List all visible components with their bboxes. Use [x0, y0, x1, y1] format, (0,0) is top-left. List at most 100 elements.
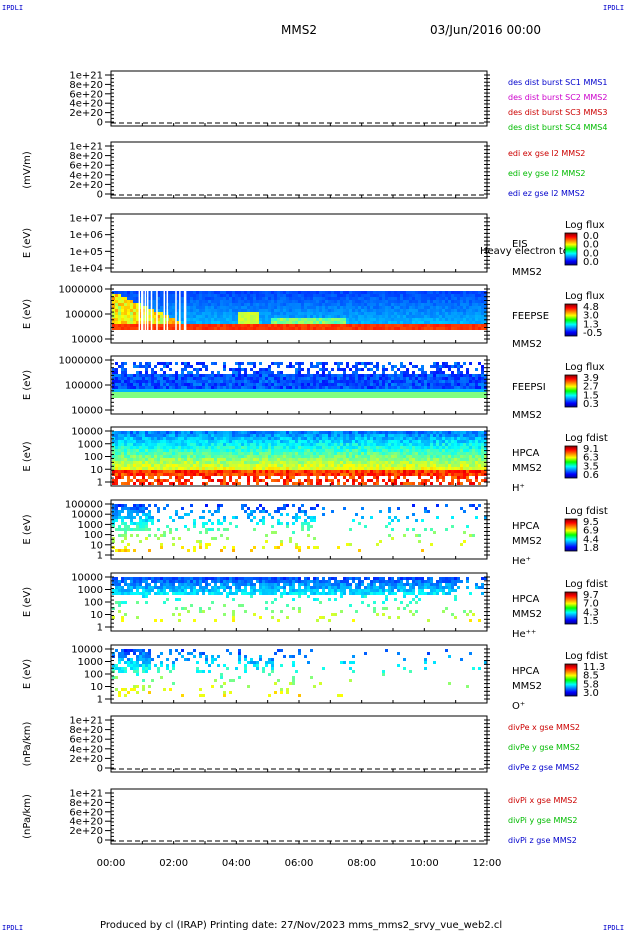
colorbar-tick-label: 1.3 [583, 319, 599, 330]
panel-frame [110, 70, 488, 127]
y-axis-label: E (eV) [22, 659, 33, 689]
panel-label: HPCA [512, 521, 540, 532]
y-axis-label: E (eV) [22, 514, 33, 544]
panel-label: HPCA [512, 448, 540, 459]
colorbar-tick-label: 1.8 [583, 543, 599, 554]
legend-entry: des dist burst SC4 MMS4 [508, 123, 607, 132]
y-tick-label: 10000 [71, 573, 103, 584]
x-tick-label: 06:00 [285, 858, 314, 869]
colorbar-tick-label: 6.3 [583, 453, 599, 464]
spectrogram-8 [112, 577, 487, 622]
panel-frame [110, 715, 488, 773]
colorbar-tick-label: 5.8 [583, 679, 599, 690]
spectrogram-6 [112, 431, 487, 485]
y-axis-label: E (eV) [22, 370, 33, 400]
y-tick-label: 6e+20 [69, 807, 103, 818]
panel-label: MMS2 [512, 463, 542, 474]
y-tick-label: 10 [90, 540, 103, 551]
colorbar-tick-label: 9.7 [583, 590, 599, 601]
y-tick-label: 1 [97, 695, 103, 706]
x-tick-label: 12:00 [473, 858, 502, 869]
y-tick-label: 2e+20 [69, 754, 103, 765]
y-tick-label: 0 [97, 118, 103, 129]
date-title: 03/Jun/2016 00:00 [430, 23, 542, 37]
y-axis-label: E (eV) [22, 441, 33, 471]
panel-labels: HPCA MMS2 O⁺ [512, 666, 542, 712]
panel-label: MMS2 [512, 267, 542, 278]
colorbar-tick-label: 3.0 [583, 311, 599, 322]
colorbar-scale [564, 663, 578, 697]
colorbar-scale [564, 518, 578, 552]
colorbar-tick-label: 8.5 [583, 671, 599, 682]
panel-label: MMS2 [512, 339, 542, 350]
y-tick-label: 100 [84, 598, 103, 609]
legend-entry: des dist burst SC1 MMS1 [508, 78, 607, 87]
y-tick-label: 4e+20 [69, 817, 103, 828]
y-tick-label: 1e+21 [69, 716, 103, 727]
y-axis-label: (nPa/km) [22, 722, 33, 767]
colorbar-scale [564, 374, 578, 408]
spectrogram-5 [112, 362, 487, 398]
colorbar-tick-label: 0.3 [583, 399, 599, 410]
y-tick-label: 8e+20 [69, 80, 103, 91]
y-tick-label: 0 [97, 836, 103, 847]
legend-entry: edi ex gse l2 MMS2 [508, 149, 585, 158]
y-tick-label: 10000 [71, 406, 103, 417]
y-tick-label: 10 [90, 682, 103, 693]
colorbar-tick-label: 3.5 [583, 461, 599, 472]
x-tick-label: 08:00 [347, 858, 376, 869]
panel-label: MMS2 [512, 681, 542, 692]
panel-4: 1000000 100000 10000 E (eV) FEEPSE MMS2 Log fl… [22, 284, 605, 350]
panel-label: MMS2 [512, 609, 542, 620]
mission-title: MMS2 [281, 23, 317, 37]
corner-mark-bottom-left: IPDLI [2, 924, 24, 932]
y-tick-label: 1e+04 [69, 264, 103, 275]
panel-labels: FEEPSE MMS2 [512, 311, 549, 350]
colorbar-tick-label: 11.3 [583, 662, 605, 673]
y-tick-label: 1000000 [58, 356, 103, 367]
x-tick-label: 02:00 [159, 858, 188, 869]
y-tick-label: 10000 [71, 645, 103, 656]
x-tick-label: 04:00 [222, 858, 251, 869]
panel-label: He⁺ [512, 556, 531, 567]
legend: des dist burst SC1 MMS1 des dist burst SC… [508, 78, 607, 132]
colorbar-tick-label: 1.5 [583, 616, 599, 627]
colorbar-title: Log fdist [565, 651, 608, 662]
y-axis-label: E (eV) [22, 587, 33, 617]
legend-entry: divPi y gse MMS2 [508, 816, 577, 825]
y-tick-label: 1 [97, 551, 103, 562]
panel-label: MMS2 [512, 410, 542, 421]
colorbar-scale [564, 445, 578, 479]
colorbar-title: Log fdist [565, 433, 608, 444]
y-tick-label: 1e+21 [69, 789, 103, 800]
y-tick-label: 0 [97, 190, 103, 201]
y-tick-label: 0 [97, 764, 103, 775]
y-tick-label: 6e+20 [69, 161, 103, 172]
panel-frame [110, 141, 488, 199]
y-tick-label: 10000 [71, 510, 103, 521]
colorbar-tick-label: 3.9 [583, 373, 599, 384]
y-tick-label: 1e+21 [69, 71, 103, 82]
panel-labels: HPCA MMS2 He⁺ [512, 521, 542, 567]
y-tick-label: 1e+06 [69, 230, 103, 241]
colorbar-tick-label: -0.5 [583, 328, 603, 339]
y-tick-label: 1000000 [58, 285, 103, 296]
y-axis-label: (mV/m) [22, 151, 33, 189]
colorbar-title: Log fdist [565, 579, 608, 590]
y-tick-label: 100 [84, 530, 103, 541]
y-tick-label: 100000 [65, 381, 103, 392]
legend-entry: divPi z gse MMS2 [508, 836, 577, 845]
y-tick-label: 1000 [78, 585, 103, 596]
colorbar-title: Log fdist [565, 506, 608, 517]
y-tick-label: 1 [97, 478, 103, 489]
colorbar-tick-label: 0.0 [583, 248, 599, 259]
colorbar-tick-label: 1.5 [583, 390, 599, 401]
